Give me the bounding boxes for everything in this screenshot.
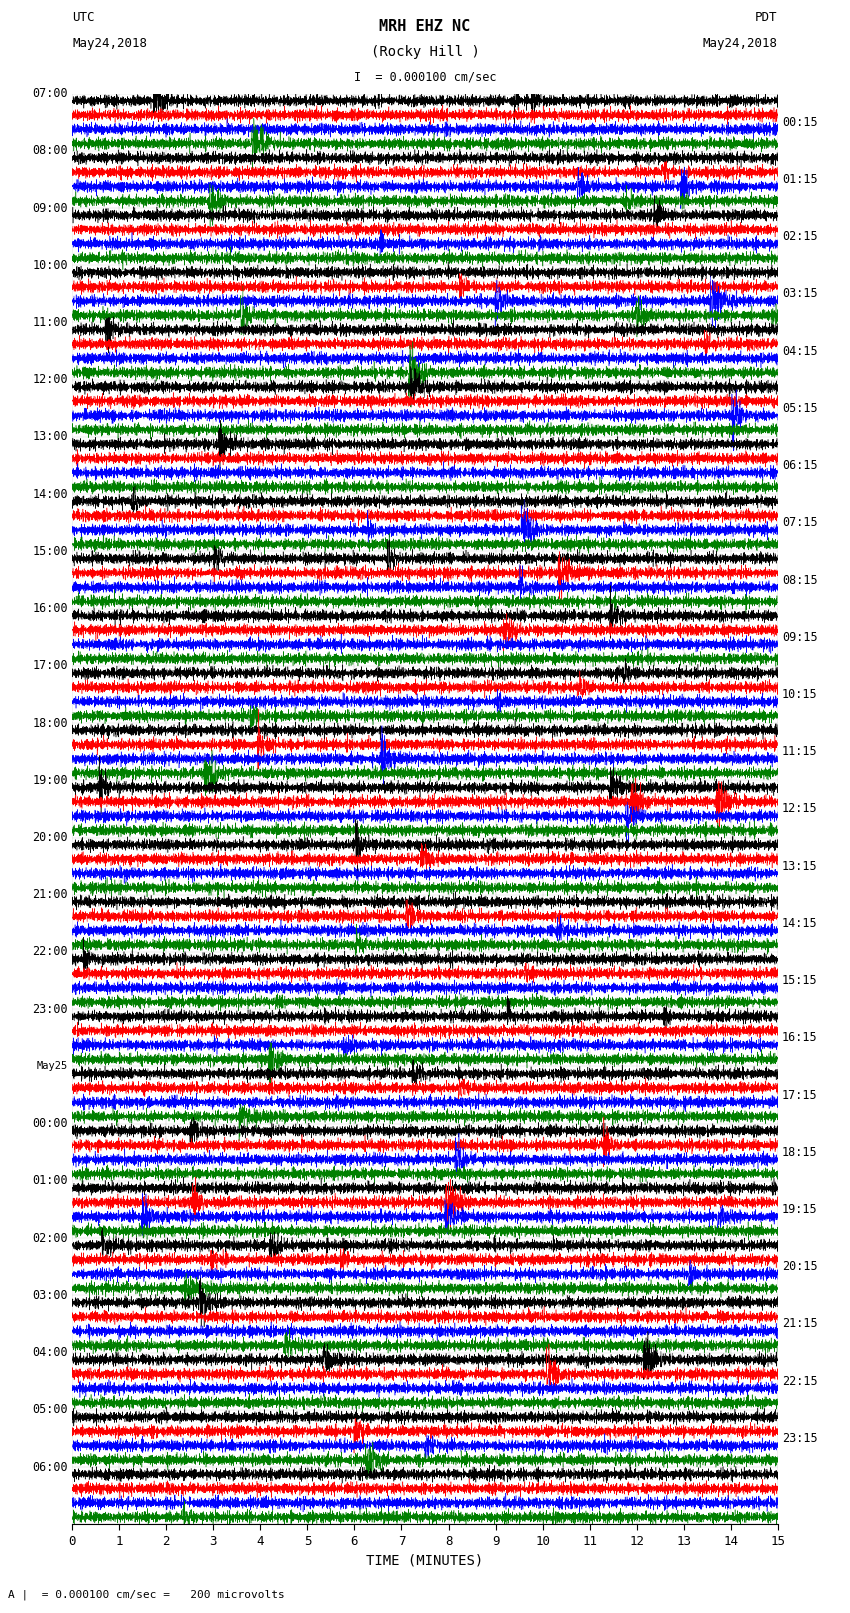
Text: (Rocky Hill ): (Rocky Hill ) [371, 45, 479, 58]
Text: 11:00: 11:00 [32, 316, 68, 329]
Text: 18:15: 18:15 [782, 1145, 818, 1158]
Text: 21:00: 21:00 [32, 889, 68, 902]
Text: 20:00: 20:00 [32, 831, 68, 844]
Text: 09:00: 09:00 [32, 202, 68, 215]
Text: 08:00: 08:00 [32, 144, 68, 158]
Text: 08:15: 08:15 [782, 574, 818, 587]
Text: 20:15: 20:15 [782, 1260, 818, 1273]
Text: May24,2018: May24,2018 [703, 37, 778, 50]
Text: 02:15: 02:15 [782, 231, 818, 244]
Text: 06:15: 06:15 [782, 460, 818, 473]
Text: 22:00: 22:00 [32, 945, 68, 958]
Text: 23:00: 23:00 [32, 1003, 68, 1016]
Text: 17:15: 17:15 [782, 1089, 818, 1102]
Text: May24,2018: May24,2018 [72, 37, 147, 50]
Text: 19:15: 19:15 [782, 1203, 818, 1216]
Text: 00:15: 00:15 [782, 116, 818, 129]
Text: 14:00: 14:00 [32, 487, 68, 500]
Text: 13:00: 13:00 [32, 431, 68, 444]
Text: 06:00: 06:00 [32, 1460, 68, 1474]
Text: 11:15: 11:15 [782, 745, 818, 758]
Text: 12:15: 12:15 [782, 802, 818, 816]
Text: 23:15: 23:15 [782, 1432, 818, 1445]
Text: 04:15: 04:15 [782, 345, 818, 358]
Text: 14:15: 14:15 [782, 916, 818, 929]
Text: 19:00: 19:00 [32, 774, 68, 787]
Text: 04:00: 04:00 [32, 1347, 68, 1360]
Text: 01:15: 01:15 [782, 173, 818, 185]
Text: 15:00: 15:00 [32, 545, 68, 558]
Text: 10:15: 10:15 [782, 689, 818, 702]
Text: I  = 0.000100 cm/sec: I = 0.000100 cm/sec [354, 71, 496, 84]
Text: 16:00: 16:00 [32, 602, 68, 615]
Text: 05:15: 05:15 [782, 402, 818, 415]
Text: UTC: UTC [72, 11, 94, 24]
X-axis label: TIME (MINUTES): TIME (MINUTES) [366, 1553, 484, 1568]
Text: 02:00: 02:00 [32, 1232, 68, 1245]
Text: 17:00: 17:00 [32, 660, 68, 673]
Text: 21:15: 21:15 [782, 1318, 818, 1331]
Text: 22:15: 22:15 [782, 1374, 818, 1387]
Text: MRH EHZ NC: MRH EHZ NC [379, 19, 471, 34]
Text: 07:00: 07:00 [32, 87, 68, 100]
Text: May25: May25 [37, 1061, 68, 1071]
Text: 05:00: 05:00 [32, 1403, 68, 1416]
Text: 07:15: 07:15 [782, 516, 818, 529]
Text: PDT: PDT [756, 11, 778, 24]
Text: A |  = 0.000100 cm/sec =   200 microvolts: A | = 0.000100 cm/sec = 200 microvolts [8, 1589, 286, 1600]
Text: 09:15: 09:15 [782, 631, 818, 644]
Text: 03:15: 03:15 [782, 287, 818, 300]
Text: 16:15: 16:15 [782, 1031, 818, 1044]
Text: 00:00: 00:00 [32, 1118, 68, 1131]
Text: 18:00: 18:00 [32, 716, 68, 729]
Text: 03:00: 03:00 [32, 1289, 68, 1302]
Text: 12:00: 12:00 [32, 373, 68, 386]
Text: 10:00: 10:00 [32, 258, 68, 271]
Text: 15:15: 15:15 [782, 974, 818, 987]
Text: 01:00: 01:00 [32, 1174, 68, 1187]
Text: 13:15: 13:15 [782, 860, 818, 873]
